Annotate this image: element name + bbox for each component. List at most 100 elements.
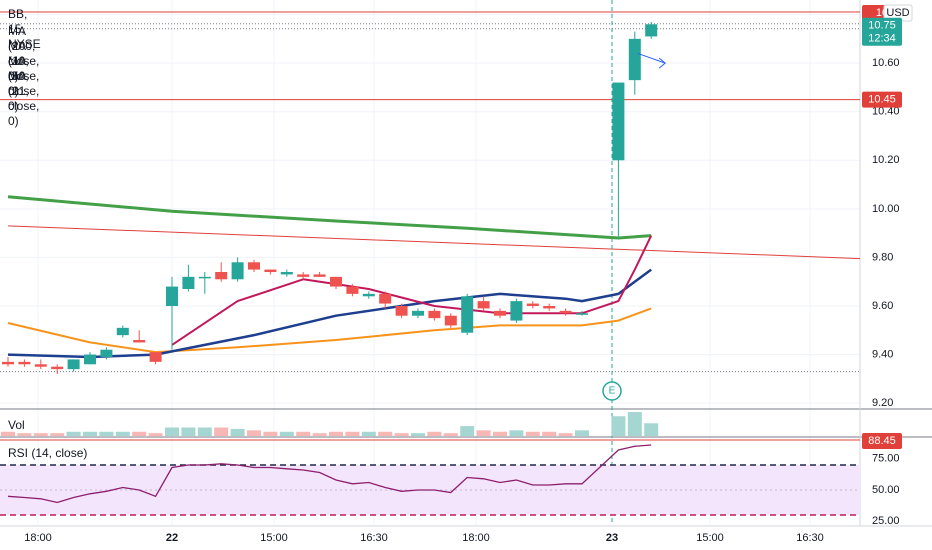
candle[interactable] <box>149 352 162 362</box>
rsi-label[interactable]: RSI (14, close) <box>8 446 88 460</box>
volume-bar[interactable] <box>17 433 32 436</box>
earnings-marker[interactable]: E <box>602 381 622 401</box>
candle[interactable] <box>477 301 490 309</box>
candle[interactable] <box>231 262 244 280</box>
volume-bar[interactable] <box>312 433 327 436</box>
candle[interactable] <box>182 276 195 289</box>
candle[interactable] <box>576 313 588 315</box>
volume-bar[interactable] <box>148 433 163 436</box>
candle[interactable] <box>526 303 539 306</box>
candle[interactable] <box>543 306 556 309</box>
candle[interactable] <box>198 276 211 279</box>
candle[interactable] <box>379 293 392 304</box>
volume-bar[interactable] <box>575 430 589 436</box>
ma10-legend[interactable]: MA (10, close, 0) <box>8 39 40 98</box>
candle[interactable] <box>346 286 359 294</box>
volume-bar[interactable] <box>197 427 212 436</box>
ma50-line[interactable] <box>7 307 652 354</box>
volume-bar[interactable] <box>460 426 475 436</box>
candle[interactable] <box>362 293 375 297</box>
candle[interactable] <box>18 361 31 365</box>
candle[interactable] <box>628 38 641 81</box>
candle[interactable] <box>395 306 408 316</box>
candle[interactable] <box>313 274 326 277</box>
candle[interactable] <box>34 364 47 367</box>
volume-bar[interactable] <box>230 428 245 436</box>
volume-bar[interactable] <box>279 431 294 436</box>
volume-bar[interactable] <box>181 427 196 436</box>
volume-bar[interactable] <box>83 431 97 436</box>
volume-bar[interactable] <box>627 412 642 436</box>
candle[interactable] <box>330 276 342 287</box>
volume-bar[interactable] <box>50 433 65 436</box>
volume-bar[interactable] <box>411 433 425 436</box>
volume-bar[interactable] <box>1 431 15 436</box>
candle[interactable] <box>100 349 113 357</box>
candle[interactable] <box>510 301 523 321</box>
ma10-line[interactable] <box>171 235 653 346</box>
candle[interactable] <box>645 24 658 37</box>
volume-bar[interactable] <box>33 433 48 436</box>
ma50-legend[interactable]: MA (50, close, 0) <box>8 54 40 113</box>
candle[interactable] <box>67 359 80 370</box>
ma200-line[interactable] <box>7 195 652 240</box>
candle[interactable] <box>494 310 506 316</box>
last-price-tag-text: 10.75 <box>868 20 896 32</box>
ma200-legend[interactable]: MA (200, close, 0) <box>8 24 40 83</box>
volume-bar[interactable] <box>509 430 524 436</box>
currency-badge[interactable]: USD <box>883 4 913 22</box>
level-price-tag[interactable]: 10.45 <box>862 91 902 108</box>
candle[interactable] <box>559 310 572 314</box>
candle[interactable] <box>444 315 457 326</box>
volume-bar[interactable] <box>443 433 458 436</box>
ma21-legend[interactable]: MA (21, close, 0) <box>8 69 40 128</box>
rsi-value-tag[interactable]: 88.45 <box>862 433 902 449</box>
volume-bar[interactable] <box>378 431 393 436</box>
volume-bar[interactable] <box>132 431 147 436</box>
volume-bar[interactable] <box>263 431 278 436</box>
ma21-line[interactable] <box>7 268 652 359</box>
volume-bar[interactable] <box>296 431 311 436</box>
candle[interactable] <box>428 310 441 319</box>
volume-bar[interactable] <box>99 431 114 436</box>
candle[interactable] <box>461 296 474 333</box>
rsi-line[interactable] <box>7 444 652 504</box>
volume-bar[interactable] <box>427 431 442 436</box>
volume-bar[interactable] <box>525 431 540 436</box>
volume-bar[interactable] <box>165 427 179 436</box>
volume-bar[interactable] <box>476 430 491 436</box>
projection-arrow[interactable] <box>637 52 666 69</box>
candle[interactable] <box>166 286 178 306</box>
level-price-tag-bg <box>862 91 902 108</box>
symbol-line[interactable]: BB, 15, NYSE <box>8 7 41 51</box>
volume-bar[interactable] <box>611 416 626 436</box>
volume-bar[interactable] <box>345 431 360 436</box>
candle[interactable] <box>51 366 64 370</box>
volume-bar[interactable] <box>115 431 130 436</box>
volume-bar[interactable] <box>214 427 229 436</box>
candle[interactable] <box>280 272 293 275</box>
volume-bar[interactable] <box>329 431 343 436</box>
candle[interactable] <box>84 354 96 365</box>
volume-bar[interactable] <box>644 423 659 436</box>
volume-bar[interactable] <box>361 431 376 436</box>
volume-bar[interactable] <box>394 433 409 436</box>
candle[interactable] <box>297 274 310 277</box>
candle[interactable] <box>264 269 277 272</box>
volume-bar[interactable] <box>66 431 81 436</box>
candle[interactable] <box>116 327 129 336</box>
volume-label[interactable]: Vol <box>8 418 25 432</box>
volume-bar[interactable] <box>493 431 507 436</box>
candle[interactable] <box>215 272 228 280</box>
candle[interactable] <box>133 340 146 343</box>
volume-bar[interactable] <box>558 433 573 436</box>
candle[interactable] <box>2 361 14 365</box>
candle[interactable] <box>248 262 260 270</box>
trend-line[interactable] <box>7 225 861 260</box>
candle[interactable] <box>412 310 424 316</box>
volume-bar[interactable] <box>542 431 557 436</box>
candle[interactable] <box>612 82 625 161</box>
volume-bar[interactable] <box>247 430 261 436</box>
